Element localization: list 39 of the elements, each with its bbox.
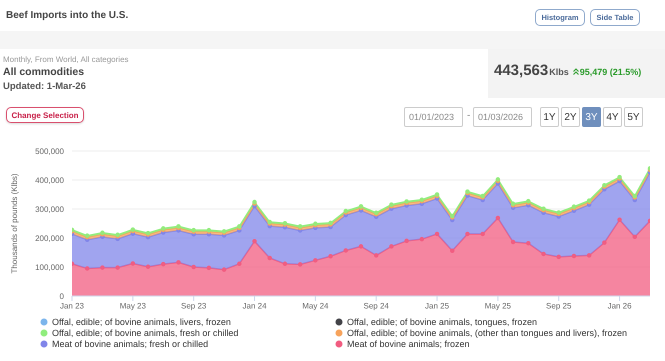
y-tick-label: 0 bbox=[60, 292, 65, 301]
x-tick-label: Jan 24 bbox=[242, 302, 268, 311]
text: Klbs bbox=[549, 67, 569, 77]
text: 01/03/2026 bbox=[473, 107, 532, 127]
text: 01/01/2023 bbox=[404, 107, 463, 127]
text: 5Y bbox=[624, 107, 643, 127]
text: 3Y bbox=[582, 107, 601, 127]
text: 95,479 (21.5%) bbox=[580, 67, 642, 77]
chart-title: Beef Imports into the U.S. bbox=[6, 10, 128, 21]
y-tick-label: 100,000 bbox=[35, 262, 65, 272]
chart-subtitle: Monthly, From World, All categories bbox=[3, 55, 129, 64]
x-tick-label: Sep 24 bbox=[364, 302, 390, 311]
text: 443,563 bbox=[494, 62, 548, 79]
x-tick-label: Sep 23 bbox=[181, 302, 207, 311]
text: - bbox=[467, 110, 470, 121]
text: Updated: 1-Mar-26 bbox=[3, 81, 86, 92]
x-tick-label: Jan 23 bbox=[60, 302, 85, 311]
text: All commodities bbox=[3, 66, 84, 78]
y-tick-label: 500,000 bbox=[35, 146, 65, 156]
x-tick-label: Jan 26 bbox=[608, 302, 632, 311]
legend-label: Offal, edible; of bovine animals, livers, frozen bbox=[52, 317, 231, 327]
x-tick-label: May 24 bbox=[302, 302, 330, 311]
x-tick-label: May 23 bbox=[120, 302, 147, 311]
legend-label: Offal, edible; of bovine animals, fresh or chilled bbox=[52, 328, 238, 338]
x-tick-label: Jan 25 bbox=[425, 302, 450, 311]
text: 4Y bbox=[603, 107, 622, 127]
text: 1Y bbox=[540, 107, 559, 127]
x-tick-label: May 25 bbox=[484, 302, 512, 311]
y-tick-label: 200,000 bbox=[35, 234, 65, 243]
y-tick-label: 300,000 bbox=[35, 204, 65, 214]
legend-label: Meat of bovine animals; fresh or chilled bbox=[52, 339, 208, 349]
legend-label: Offal, edible; of bovine animals, tongues, frozen bbox=[347, 317, 537, 327]
legend-label: Meat of bovine animals; frozen bbox=[347, 339, 470, 349]
text: Change Selection bbox=[6, 107, 84, 123]
x-tick-label: Sep 25 bbox=[546, 302, 572, 311]
y-tick-label: 400,000 bbox=[35, 176, 65, 185]
y-axis-title: Thousands of pounds (Klbs) bbox=[10, 173, 19, 274]
legend-label: Offal, edible; of bovine animals, (other than tongues and livers), frozen bbox=[347, 328, 627, 338]
text: 2Y bbox=[561, 107, 580, 127]
